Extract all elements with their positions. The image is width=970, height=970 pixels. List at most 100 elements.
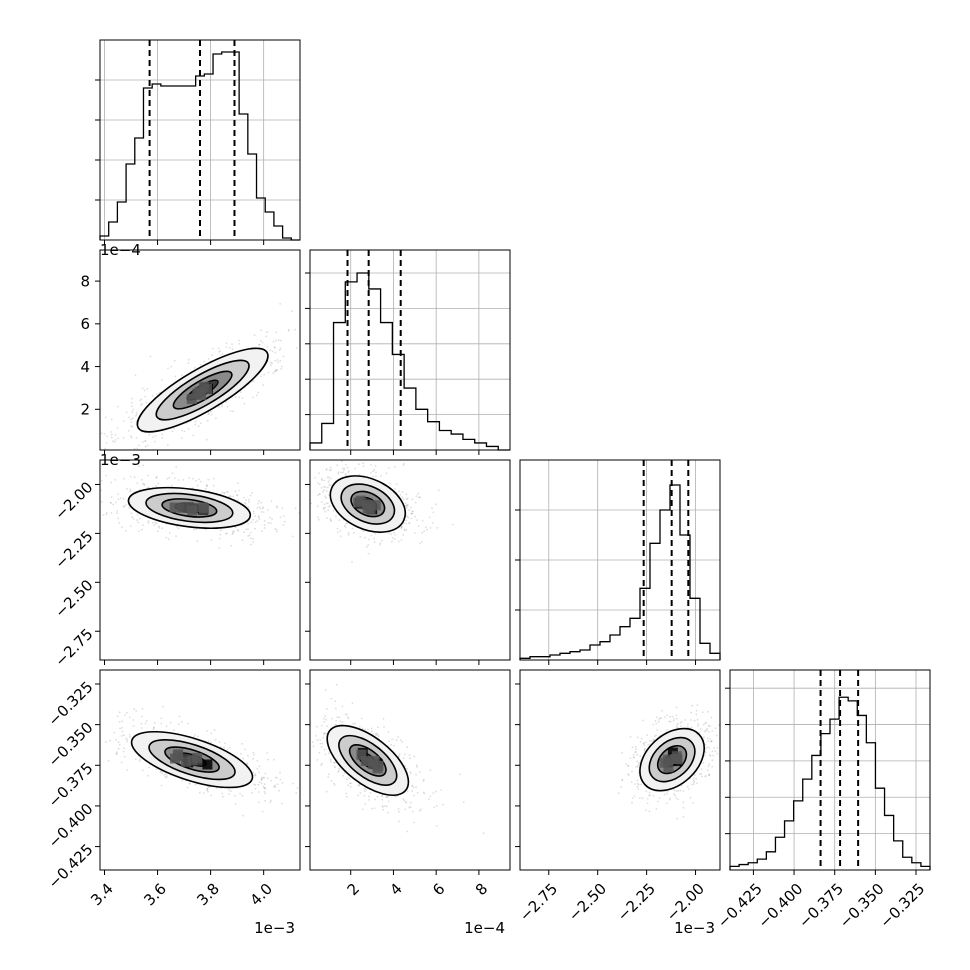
scatter-point [697, 725, 699, 727]
scatter-point [281, 365, 283, 368]
scatter-point [429, 527, 432, 529]
scatter-point [143, 483, 145, 486]
scatter-point [364, 728, 367, 731]
histogram-panel-2 [515, 459, 721, 665]
scatter-point [113, 441, 116, 444]
scatter-point [411, 512, 414, 515]
scatter-point [400, 526, 403, 528]
scatter-point [636, 736, 639, 739]
scatter-point [715, 734, 718, 737]
scatter-point [129, 490, 132, 493]
scatter-point [158, 525, 160, 528]
scatter-point [325, 468, 328, 470]
scatter-point [370, 807, 373, 810]
scatter-point [411, 498, 414, 501]
scatter-point [254, 773, 257, 776]
scatter-point [155, 522, 158, 525]
scatter-point [176, 526, 179, 528]
scatter-point [341, 721, 344, 723]
scatter-point [244, 748, 246, 751]
scatter-point [415, 764, 418, 767]
scatter-point [414, 501, 417, 504]
scatter-point [135, 411, 138, 414]
scatter-point [648, 794, 650, 797]
x-tick-label: 4.0 [246, 880, 276, 910]
scatter-point [421, 531, 424, 534]
scatter-point [320, 486, 323, 489]
scatter-point [402, 462, 405, 465]
scatter-point [324, 506, 326, 509]
scatter-point [105, 513, 108, 516]
scatter-point [333, 784, 336, 786]
scatter-point [397, 540, 400, 543]
scatter-point [266, 752, 268, 754]
scatter-point [303, 783, 305, 785]
scatter-point [666, 714, 668, 717]
scatter-point [236, 494, 239, 496]
scatter-point [159, 770, 162, 773]
scatter-point [171, 484, 174, 487]
scatter-point [162, 705, 165, 708]
scatter-point [411, 785, 414, 788]
scatter-point [143, 389, 146, 392]
scatter-point [420, 808, 422, 811]
scatter-point [708, 774, 711, 776]
scatter-point [673, 789, 676, 792]
scatter-point [677, 789, 680, 792]
scatter-point [675, 790, 678, 792]
scatter-point [349, 785, 352, 788]
scatter-point [200, 422, 202, 425]
scatter-point [334, 766, 336, 769]
scatter-point [294, 328, 296, 331]
scatter-point [704, 729, 707, 732]
scatter-point [145, 401, 148, 404]
scatter-point [194, 783, 197, 786]
scatter-point [270, 364, 272, 366]
scatter-point [123, 755, 126, 758]
scatter-point [330, 477, 332, 480]
scatter-point [388, 740, 390, 743]
y-tick-label: 2 [80, 401, 90, 419]
scatter-point [383, 726, 385, 728]
scatter-point [117, 747, 120, 750]
scatter-point [329, 519, 332, 521]
scatter-point [451, 523, 454, 526]
scatter-point [646, 802, 649, 805]
scatter-point [86, 705, 88, 707]
scatter-point [218, 537, 221, 540]
y-offset-label: 1e−3 [100, 451, 141, 469]
scatter-point [327, 509, 330, 512]
scatter-point [161, 378, 163, 381]
scatter-point [659, 717, 661, 719]
scatter-point [334, 707, 337, 710]
scatter-point [192, 735, 195, 738]
scatter-point [211, 354, 213, 357]
scatter-point [435, 825, 438, 827]
scatter-point [698, 731, 701, 734]
scatter-point [324, 715, 327, 718]
scatter-point [344, 458, 346, 460]
density-cell [663, 762, 674, 773]
panel-frame [99, 459, 301, 661]
scatter-point [188, 782, 191, 785]
scatter-point [260, 778, 263, 781]
scatter-point [202, 792, 205, 794]
scatter-point [691, 704, 694, 707]
scatter-point [263, 776, 266, 779]
scatter-point [134, 758, 137, 761]
scatter-point [349, 457, 351, 459]
scatter-point [250, 543, 253, 546]
scatter-point [81, 464, 83, 466]
scatter-point [302, 363, 304, 365]
scatter-point [234, 396, 237, 398]
scatter-point [283, 515, 285, 517]
scatter-point [358, 725, 361, 728]
scatter-point [167, 444, 169, 446]
scatter-point [213, 729, 216, 731]
scatter-point [621, 751, 623, 754]
scatter-point [274, 528, 277, 530]
scatter-point [320, 764, 323, 766]
scatter-point [325, 497, 328, 499]
scatter-point [206, 788, 209, 791]
scatter-point [186, 786, 189, 789]
